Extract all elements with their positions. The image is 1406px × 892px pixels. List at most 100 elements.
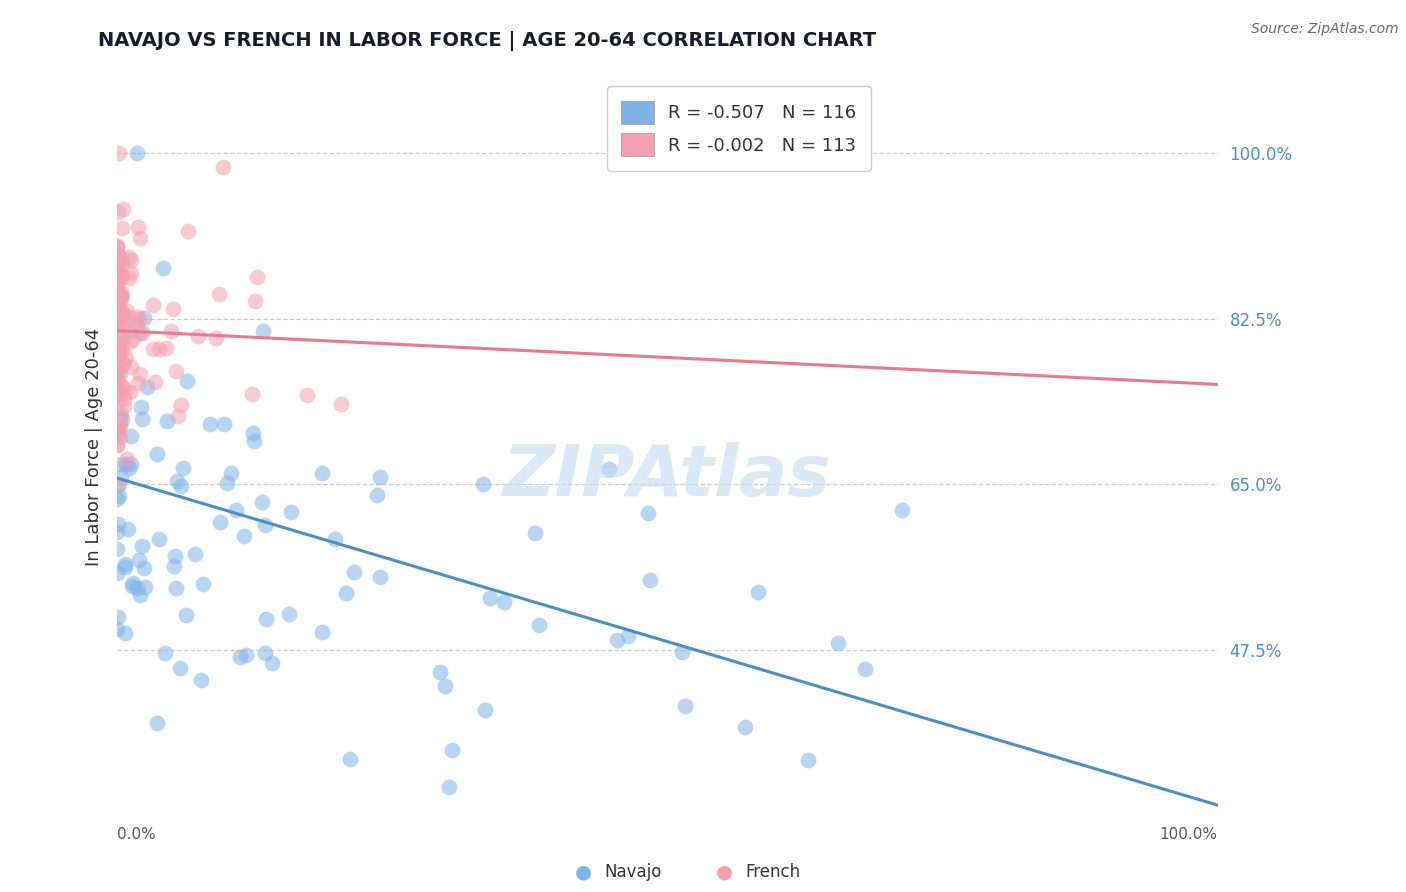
- Point: [198, 417, 221, 431]
- Point: [205, 331, 228, 345]
- Point: [136, 379, 159, 393]
- Point: [111, 256, 134, 270]
- Point: [107, 204, 129, 219]
- Point: [212, 417, 235, 431]
- Point: [107, 309, 129, 323]
- Text: French: French: [745, 863, 800, 881]
- Point: [190, 673, 212, 688]
- Point: [111, 331, 134, 345]
- Point: [617, 629, 640, 643]
- Point: [105, 290, 128, 304]
- Point: [108, 417, 131, 431]
- Point: [111, 286, 134, 301]
- Point: [132, 311, 155, 326]
- Point: [107, 343, 129, 358]
- Point: [280, 505, 302, 519]
- Point: [225, 503, 247, 517]
- Point: [105, 240, 128, 254]
- Point: [107, 316, 129, 330]
- Point: [107, 286, 129, 301]
- Point: [148, 532, 170, 546]
- Point: [108, 409, 131, 424]
- Text: Navajo: Navajo: [605, 863, 662, 881]
- Point: [105, 387, 128, 401]
- Point: [108, 348, 131, 362]
- Point: [221, 466, 243, 480]
- Point: [105, 298, 128, 312]
- Point: [112, 379, 135, 393]
- Point: [114, 384, 136, 399]
- Point: [606, 632, 628, 647]
- Point: [105, 312, 128, 326]
- Point: [479, 591, 502, 606]
- Point: [128, 368, 150, 382]
- Point: [143, 375, 166, 389]
- Point: [110, 378, 132, 392]
- Point: [120, 252, 142, 267]
- Point: [118, 251, 141, 265]
- Point: [114, 320, 136, 334]
- Point: [118, 385, 141, 400]
- Point: [105, 491, 128, 506]
- Point: [330, 397, 353, 411]
- Point: [117, 304, 139, 318]
- Point: [325, 532, 347, 546]
- Point: [111, 269, 134, 284]
- Point: [242, 425, 264, 440]
- Point: [107, 542, 129, 557]
- Point: [105, 246, 128, 260]
- Point: [105, 284, 128, 298]
- Point: [163, 549, 186, 563]
- Point: [108, 477, 131, 491]
- Point: [129, 588, 152, 602]
- Point: [441, 742, 464, 756]
- Point: [105, 361, 128, 376]
- Point: [297, 388, 319, 402]
- Text: 0.0%: 0.0%: [117, 827, 156, 842]
- Point: [105, 372, 128, 386]
- Point: [107, 301, 129, 316]
- Point: [107, 423, 129, 437]
- Point: [107, 293, 129, 307]
- Point: [118, 270, 141, 285]
- Point: [242, 387, 264, 401]
- Point: [105, 396, 128, 410]
- Point: [105, 294, 128, 309]
- Point: [110, 407, 132, 421]
- Point: [494, 595, 516, 609]
- Point: [675, 698, 697, 713]
- Point: [169, 661, 191, 675]
- Point: [108, 303, 131, 318]
- Point: [108, 314, 131, 328]
- Point: [243, 293, 266, 308]
- Point: [110, 338, 132, 352]
- Point: [165, 364, 187, 378]
- Point: [111, 220, 134, 235]
- Point: [117, 522, 139, 536]
- Point: [105, 239, 128, 253]
- Point: [598, 462, 620, 476]
- Text: NAVAJO VS FRENCH IN LABOR FORCE | AGE 20-64 CORRELATION CHART: NAVAJO VS FRENCH IN LABOR FORCE | AGE 20…: [98, 31, 876, 51]
- Point: [734, 720, 756, 734]
- Point: [105, 274, 128, 288]
- Point: [165, 582, 187, 596]
- Point: [125, 146, 148, 161]
- Point: [105, 372, 128, 386]
- Point: [127, 310, 149, 324]
- Point: [107, 263, 129, 277]
- Point: [107, 428, 129, 442]
- Point: [160, 324, 183, 338]
- Point: [112, 310, 135, 325]
- Point: [366, 488, 388, 502]
- Point: [118, 310, 141, 325]
- Point: [108, 430, 131, 444]
- Point: [112, 392, 135, 407]
- Point: [254, 646, 277, 660]
- Point: [129, 326, 152, 341]
- Point: [245, 270, 267, 285]
- Point: [155, 646, 177, 660]
- Point: [335, 585, 357, 599]
- Point: [162, 302, 184, 317]
- Point: [429, 665, 451, 679]
- Point: [638, 573, 661, 587]
